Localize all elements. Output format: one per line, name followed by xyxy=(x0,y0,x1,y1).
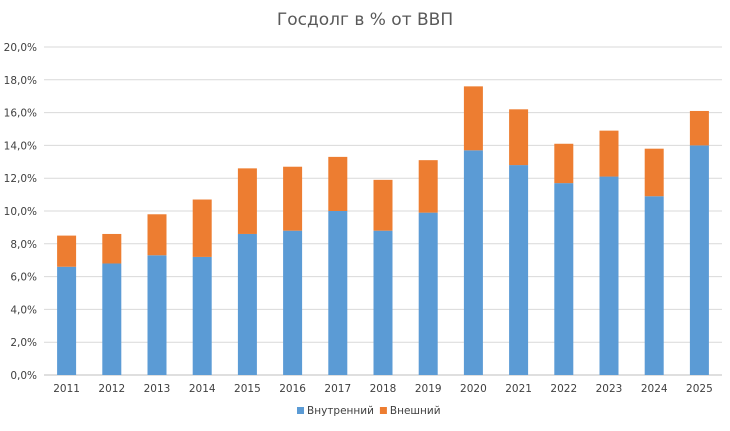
bar-external-2020 xyxy=(463,86,483,151)
x-tick-label: 2025 xyxy=(686,383,713,395)
bar-internal-2024 xyxy=(644,196,664,375)
bar-external-2016 xyxy=(283,166,303,231)
bar-internal-2011 xyxy=(57,266,77,375)
chart-title: Госдолг в % от ВВП xyxy=(277,10,453,30)
y-tick-label: 12,0% xyxy=(4,173,37,185)
x-tick-label: 2020 xyxy=(460,383,487,395)
bar-internal-2020 xyxy=(463,150,483,375)
y-tick-label: 18,0% xyxy=(4,75,37,87)
bar-internal-2019 xyxy=(418,212,438,375)
x-tick-label: 2021 xyxy=(505,383,532,395)
bar-internal-2013 xyxy=(147,255,167,375)
x-tick-label: 2024 xyxy=(641,383,668,395)
y-tick-label: 16,0% xyxy=(4,108,37,120)
legend-label-external: Внешний xyxy=(390,405,441,417)
x-tick-label: 2019 xyxy=(415,383,442,395)
x-tick-label: 2022 xyxy=(550,383,577,395)
y-tick-label: 2,0% xyxy=(10,337,37,349)
bar-external-2024 xyxy=(644,148,664,197)
x-tick-label: 2013 xyxy=(144,383,171,395)
y-axis-ticks: 0,0% 2,0% 4,0% 6,0% 8,0% 10,0% 12,0% 14,0% 16,0%… xyxy=(4,42,37,382)
x-tick-label: 2017 xyxy=(324,383,351,395)
y-tick-label: 0,0% xyxy=(10,370,37,382)
bar-internal-2012 xyxy=(102,263,122,375)
bar-external-2019 xyxy=(418,160,438,213)
bar-internal-2022 xyxy=(554,183,574,375)
bar-internal-2016 xyxy=(283,230,303,375)
x-tick-label: 2018 xyxy=(370,383,397,395)
y-tick-label: 4,0% xyxy=(10,304,37,316)
bar-external-2025 xyxy=(689,110,709,146)
legend: Внутренний Внешний xyxy=(297,405,441,417)
bar-external-2018 xyxy=(373,179,393,231)
bar-external-2012 xyxy=(102,233,122,264)
bar-internal-2025 xyxy=(689,145,709,375)
bar-internal-2018 xyxy=(373,230,393,375)
y-tick-label: 6,0% xyxy=(10,272,37,284)
bar-external-2021 xyxy=(509,109,529,166)
legend-swatch-internal xyxy=(297,407,304,414)
bar-internal-2021 xyxy=(509,165,529,375)
bar-internal-2017 xyxy=(328,211,348,375)
y-tick-label: 20,0% xyxy=(4,42,37,54)
x-tick-label: 2016 xyxy=(279,383,306,395)
bar-external-2013 xyxy=(147,214,167,256)
legend-label-internal: Внутренний xyxy=(307,405,374,417)
y-tick-label: 8,0% xyxy=(10,239,37,251)
x-tick-label: 2023 xyxy=(596,383,623,395)
bars-layer xyxy=(57,86,709,375)
x-tick-label: 2014 xyxy=(189,383,216,395)
bar-external-2011 xyxy=(57,235,77,267)
x-tick-label: 2012 xyxy=(98,383,125,395)
y-tick-label: 14,0% xyxy=(4,140,37,152)
bar-internal-2014 xyxy=(192,256,212,375)
bar-external-2022 xyxy=(554,143,574,184)
y-tick-label: 10,0% xyxy=(4,206,37,218)
bar-internal-2015 xyxy=(237,233,257,375)
bar-external-2017 xyxy=(328,156,348,211)
bar-internal-2023 xyxy=(599,176,619,375)
x-tick-label: 2011 xyxy=(53,383,80,395)
bar-external-2014 xyxy=(192,199,212,257)
bar-external-2015 xyxy=(237,168,257,234)
bar-external-2023 xyxy=(599,130,619,177)
x-tick-label: 2015 xyxy=(234,383,261,395)
x-axis-ticks: 2011 2012 2013 2014 2015 2016 2017 2018 2019 2020… xyxy=(53,383,713,395)
legend-swatch-external xyxy=(379,407,387,414)
